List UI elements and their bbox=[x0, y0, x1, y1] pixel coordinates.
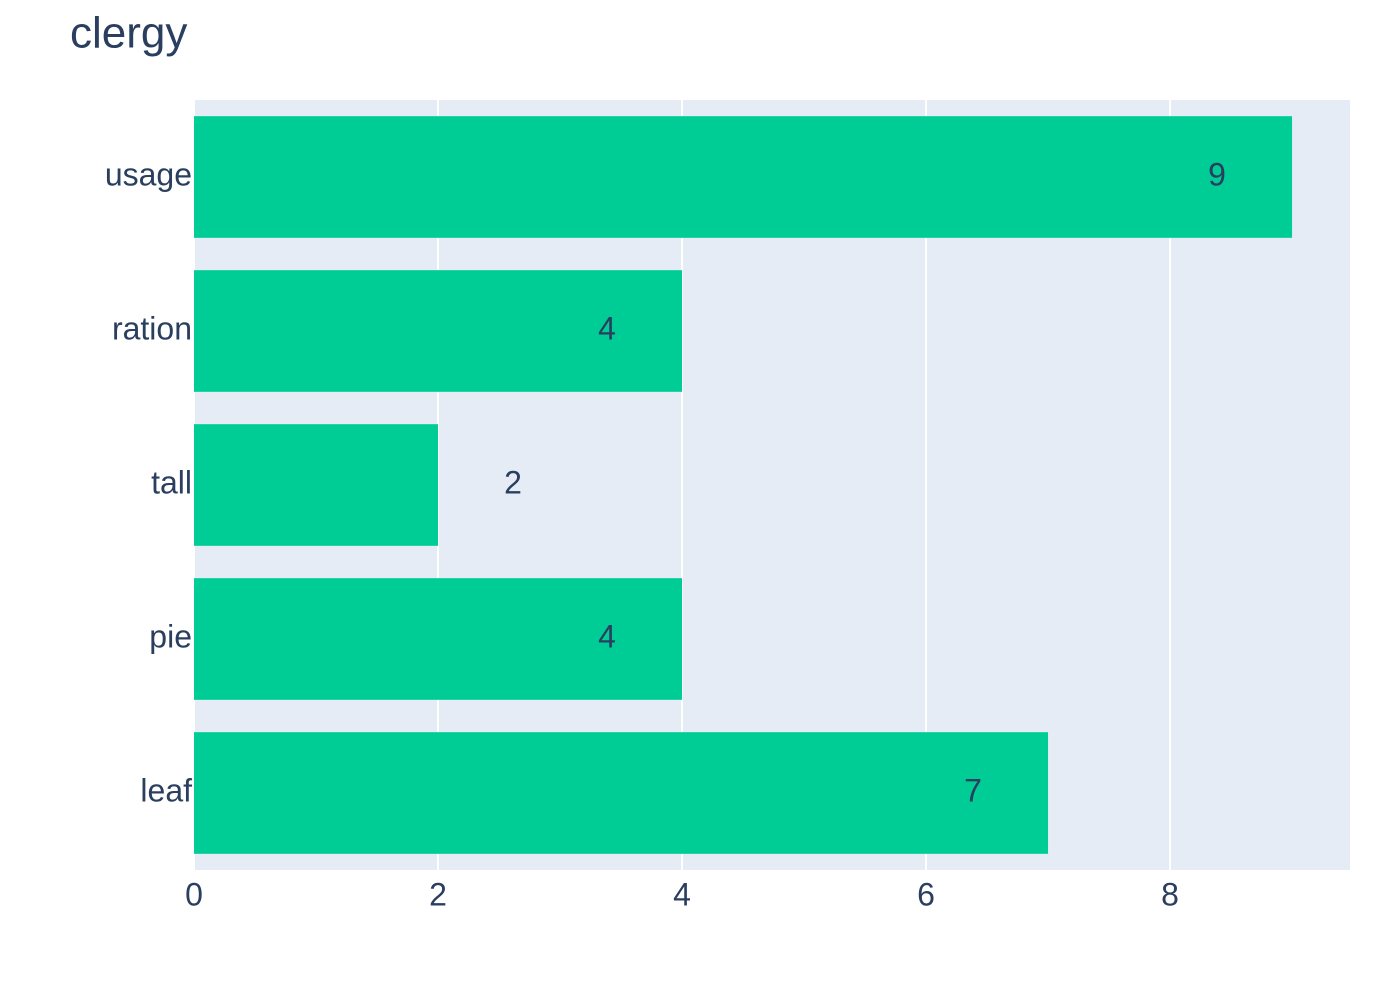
y-tick-label: tall bbox=[151, 464, 192, 500]
bar bbox=[194, 732, 1049, 854]
value-label: 4 bbox=[598, 310, 616, 346]
y-tick-label: leaf bbox=[140, 772, 192, 808]
bar bbox=[194, 424, 439, 546]
value-label: 2 bbox=[504, 464, 522, 500]
y-tick-label: pie bbox=[149, 618, 192, 654]
x-tick-label: 2 bbox=[429, 876, 447, 912]
bar bbox=[194, 578, 683, 700]
x-tick-label: 4 bbox=[673, 876, 691, 912]
y-tick-label: ration bbox=[112, 310, 192, 346]
value-label: 9 bbox=[1208, 156, 1226, 192]
y-tick-label: usage bbox=[105, 156, 192, 192]
x-tick-label: 6 bbox=[917, 876, 935, 912]
x-tick-label: 0 bbox=[185, 876, 203, 912]
x-tick-label: 8 bbox=[1161, 876, 1179, 912]
bar bbox=[194, 116, 1293, 238]
value-label: 4 bbox=[598, 618, 616, 654]
bar bbox=[194, 270, 683, 392]
value-label: 7 bbox=[964, 772, 982, 808]
chart-title: clergy bbox=[70, 9, 187, 58]
